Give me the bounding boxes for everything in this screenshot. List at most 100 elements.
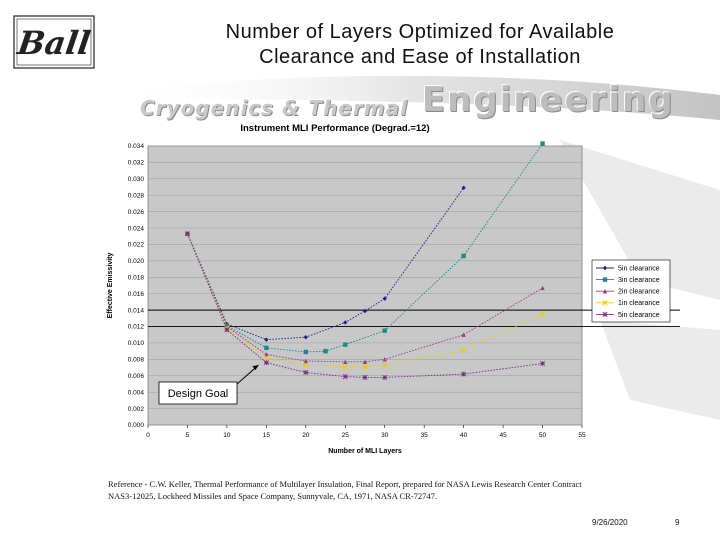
legend-label: 5in clearance xyxy=(618,312,660,319)
data-point xyxy=(540,141,545,146)
data-point xyxy=(382,296,387,301)
annotation-arrowhead xyxy=(252,365,259,371)
data-point xyxy=(264,352,269,357)
data-point xyxy=(184,231,190,237)
data-point xyxy=(539,311,546,317)
y-tick-label: 0.018 xyxy=(128,274,145,281)
reference-line2: NAS3-12025, Lockheed Missiles and Space … xyxy=(108,491,438,501)
y-tick-label: 0.012 xyxy=(128,324,145,331)
data-point xyxy=(461,253,466,259)
x-tick-label: 15 xyxy=(263,432,271,439)
x-tick-label: 25 xyxy=(342,432,350,439)
legend-label: 2in clearance xyxy=(618,289,660,296)
x-tick-label: 35 xyxy=(421,432,429,439)
legend-label: 5in clearance xyxy=(618,265,660,272)
y-tick-label: 0.004 xyxy=(128,389,145,396)
data-point xyxy=(303,362,309,368)
data-point xyxy=(362,364,368,370)
data-point xyxy=(264,337,269,342)
data-point xyxy=(343,320,348,325)
y-tick-label: 0.020 xyxy=(128,258,145,265)
data-point xyxy=(602,265,608,271)
y-tick-label: 0.006 xyxy=(128,373,145,380)
x-tick-label: 5 xyxy=(186,432,190,439)
data-point xyxy=(263,355,269,361)
data-point xyxy=(342,364,348,370)
x-tick-label: 20 xyxy=(302,432,310,439)
logo-frame xyxy=(13,15,95,69)
data-point xyxy=(303,358,309,364)
y-tick-label: 0.034 xyxy=(128,143,145,150)
data-point xyxy=(323,348,328,354)
data-point xyxy=(382,328,387,333)
page-number: 9 xyxy=(675,518,680,527)
logo-text: Ball xyxy=(15,24,93,62)
y-tick-label: 0.026 xyxy=(128,209,145,216)
y-tick-label: 0.032 xyxy=(128,160,145,167)
data-point xyxy=(461,371,467,377)
design-goal-annotation: Design Goal xyxy=(158,364,259,405)
banner-small-text: Cryogenics & Thermal xyxy=(140,96,408,120)
y-tick-label: 0.000 xyxy=(128,422,145,429)
data-point xyxy=(362,374,368,380)
department-banner: Cryogenics & Thermal Engineering xyxy=(140,80,675,120)
data-point xyxy=(382,374,388,380)
data-point xyxy=(303,349,309,355)
x-tick-label: 30 xyxy=(381,432,389,439)
x-tick-label: 10 xyxy=(223,432,231,439)
banner-big-text: Engineering xyxy=(421,80,675,120)
slide-title-line2: Clearance and Ease of Installation xyxy=(259,46,581,68)
chart-legend: 5in clearance 3in clearance 2in clearance 1… xyxy=(591,259,671,323)
data-point xyxy=(461,347,467,353)
y-tick-label: 0.030 xyxy=(128,176,145,183)
legend-label: 1in clearance xyxy=(618,300,660,307)
slide-title-line1: Number of Layers Optimized for Available xyxy=(225,21,615,43)
data-point xyxy=(461,185,466,191)
annotation-text: Design Goal xyxy=(168,388,229,400)
x-tick-label: 50 xyxy=(539,432,547,439)
y-tick-label: 0.008 xyxy=(128,357,145,364)
reference-citation: Reference - C.W. Keller, Thermal Perform… xyxy=(108,478,628,502)
data-point xyxy=(540,285,545,291)
y-tick-label: 0.024 xyxy=(128,225,145,232)
series-5 xyxy=(184,231,546,380)
data-point xyxy=(303,369,309,376)
data-point xyxy=(264,345,269,351)
x-axis-label: Number of MLI Layers xyxy=(328,448,402,455)
data-point xyxy=(362,359,368,365)
data-point xyxy=(362,308,368,314)
data-point xyxy=(342,374,348,380)
y-axis-label: Effective Emissivity xyxy=(107,253,114,319)
data-point xyxy=(602,289,608,294)
legend-label: 3in clearance xyxy=(618,277,660,284)
data-point xyxy=(263,360,269,366)
data-point xyxy=(382,362,388,368)
y-tick-label: 0.014 xyxy=(128,307,145,314)
y-tick-label: 0.028 xyxy=(128,192,145,199)
annotation-box xyxy=(158,381,238,405)
chart-title: Instrument MLI Performance (Degrad.=12) xyxy=(240,123,429,134)
slide-title: Number of Layers Optimized for Available… xyxy=(150,20,690,70)
reference-line1: Reference - C.W. Keller, Thermal Perform… xyxy=(108,479,582,489)
data-point xyxy=(303,334,309,340)
data-point xyxy=(343,359,348,365)
y-tick-label: 0.002 xyxy=(128,406,145,413)
ball-logo: Ball xyxy=(12,14,96,70)
data-point xyxy=(602,300,608,306)
data-point xyxy=(602,311,608,317)
x-tick-label: 45 xyxy=(499,432,507,439)
x-tick-label: 0 xyxy=(146,432,150,439)
y-tick-label: 0.016 xyxy=(128,291,145,298)
y-tick-label: 0.010 xyxy=(128,340,145,347)
data-point xyxy=(540,360,546,366)
x-tick-label: 40 xyxy=(460,432,468,439)
footer-date: 9/26/2020 xyxy=(592,518,628,527)
data-point xyxy=(461,332,466,337)
data-point xyxy=(382,357,387,362)
series-line xyxy=(187,187,465,341)
mli-performance-chart: Instrument MLI Performance (Degrad.=12) 0… xyxy=(107,123,680,455)
data-point xyxy=(224,327,230,333)
x-tick-label: 55 xyxy=(578,432,586,439)
data-point xyxy=(343,342,348,347)
